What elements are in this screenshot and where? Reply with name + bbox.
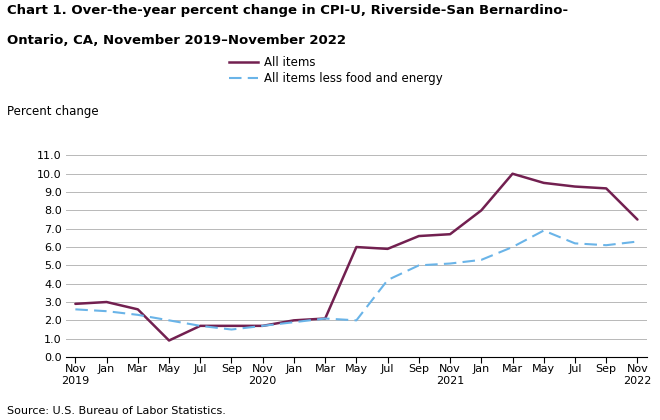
Text: Chart 1. Over-the-year percent change in CPI-U, Riverside-San Bernardino-: Chart 1. Over-the-year percent change in… [7,4,568,17]
Text: Ontario, CA, November 2019–November 2022: Ontario, CA, November 2019–November 2022 [7,34,346,47]
Text: Source: U.S. Bureau of Labor Statistics.: Source: U.S. Bureau of Labor Statistics. [7,406,226,416]
Legend: All items, All items less food and energy: All items, All items less food and energ… [229,56,443,85]
Text: Percent change: Percent change [7,105,98,118]
